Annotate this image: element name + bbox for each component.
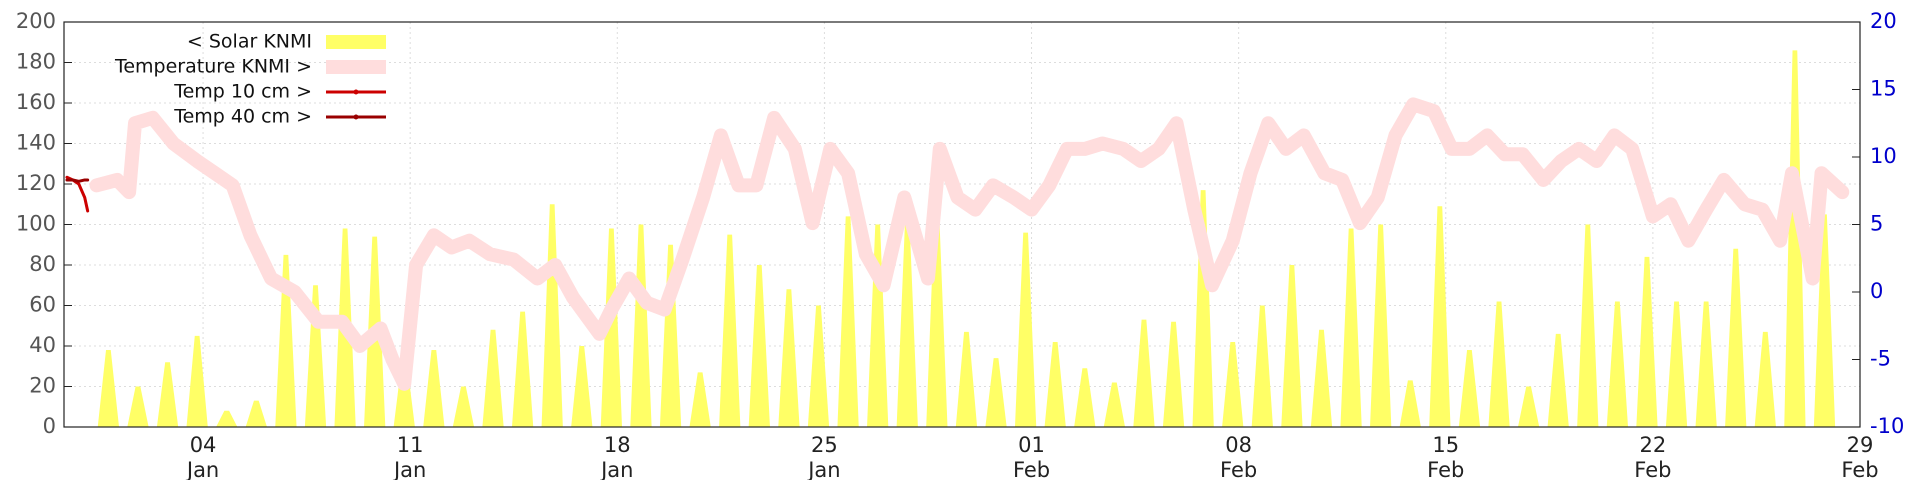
y-tick-label: 100 [16,212,56,236]
solar-bar [1399,380,1421,427]
y-tick-label: 160 [16,90,56,114]
solar-bar [778,289,800,427]
legend-label: Temperature KNMI > [114,56,312,78]
legend-label: Temp 40 cm > [173,106,312,128]
legend-label: Temp 10 cm > [173,81,312,103]
solar-bar [304,285,327,427]
solar-bar [511,311,534,427]
solar-bar [837,216,859,427]
y-tick-label: 140 [16,131,56,155]
solar-bar [630,224,652,427]
solar-bar [1665,301,1688,427]
solar-bar [1340,228,1362,427]
legend-swatch [326,35,386,49]
solar-bar [985,358,1007,427]
legend-dot [353,114,359,120]
y-tick-label: 200 [16,9,56,33]
x-tick-label: 08 Feb [1220,433,1258,480]
solar-bar [1310,329,1333,427]
series-line [65,178,90,183]
x-tick-label: 01 Feb [1012,433,1051,480]
legend-dot [353,89,359,95]
solar-bar [926,214,948,427]
solar-bar [541,204,563,427]
y-tick-label: 60 [29,293,56,317]
solar-bar [807,305,830,427]
solar-bar [1754,331,1776,427]
solar-bar [1370,224,1392,427]
solar-bar [186,335,208,427]
x-tick-label: 11 Jan [393,433,427,480]
solar-bar [600,228,623,427]
x-tick-label: 22 Feb [1634,433,1672,480]
solar-bar [1458,350,1481,427]
solar-bar [156,362,179,427]
solar-bar [423,350,445,427]
solar-bar [896,224,918,427]
legend-label: < Solar KNMI [187,31,312,53]
solar-bar [1222,341,1244,427]
solar-bar [1547,333,1569,427]
solar-bar [1725,248,1747,427]
y2-tick-label: -5 [1870,347,1891,371]
solar-bar [1636,256,1658,427]
solar-bar [571,346,593,427]
y2-tick-label: 20 [1870,9,1897,33]
solar-bar [1192,190,1214,427]
y-tick-label: 0 [43,414,56,438]
solar-bar [1251,305,1273,427]
solar-bar [1784,50,1806,427]
y2-tick-label: 0 [1870,279,1883,303]
series-line [89,97,1850,391]
y2-tick-label: -10 [1870,414,1904,438]
y2-tick-label: 15 [1870,77,1897,101]
solar-bar [127,386,149,427]
solar-bar [1577,224,1599,427]
solar-bar [1813,214,1836,427]
solar-bar [482,329,504,427]
solar-bar [689,372,711,427]
solar-bar [1695,301,1717,427]
solar-bar [867,224,889,427]
y2-tick-label: 5 [1870,212,1883,236]
solar-bar [719,234,741,427]
solar-bar [1162,321,1185,427]
solar-bar [1044,341,1066,427]
x-tick-label: 25 Jan [808,433,841,480]
solar-bar [275,254,297,427]
solar-bar [97,350,120,427]
solar-bar [216,410,238,427]
solar-bar [1606,301,1629,427]
y-tick-label: 20 [29,374,56,398]
solar-bar [1281,265,1303,427]
solar-bar [1133,319,1155,427]
solar-bar [393,360,415,427]
solar-bar [1074,368,1096,427]
solar-bar [1103,382,1126,427]
solar-bar [955,331,978,427]
y-tick-label: 80 [29,252,56,276]
solar-bar [659,244,682,427]
solar-bar [245,400,267,427]
y-tick-label: 120 [16,171,56,195]
y2-tick-label: 10 [1870,144,1897,168]
x-tick-label: 15 Feb [1427,433,1465,480]
plot-frame [63,21,1861,428]
x-tick-label: 04 Jan [186,433,220,480]
solar-bar [748,265,770,427]
y-tick-label: 40 [29,333,56,357]
y-tick-label: 180 [16,50,56,74]
solar-bar [1014,232,1037,427]
x-tick-label: 29 Feb [1841,433,1879,480]
solar-bar [1488,301,1510,427]
x-tick-label: 18 Jan [601,433,634,480]
solar-bar [1517,386,1540,427]
solar-bar [452,386,475,427]
solar-bar [1429,206,1451,427]
